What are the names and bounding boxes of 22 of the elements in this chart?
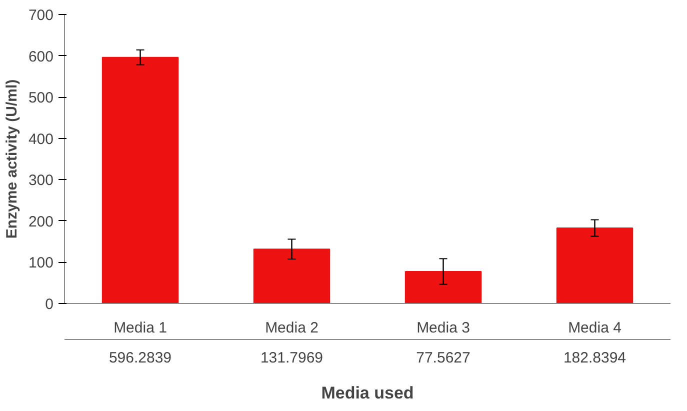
y-axis-title: Enzyme activity (U/ml) [3, 79, 20, 239]
y-tick-label: 200 [28, 213, 54, 230]
x-axis-title: Media used [321, 384, 414, 402]
y-tick-label: 300 [28, 172, 54, 190]
x-tick-label: Media 3 [416, 320, 470, 336]
y-tick-label: 0 [45, 296, 54, 313]
bar [102, 56, 179, 304]
data-label: 77.5627 [416, 350, 470, 366]
bar [253, 248, 330, 304]
y-tick-label: 600 [28, 48, 54, 66]
data-label: 131.7969 [260, 350, 324, 366]
bar [556, 228, 634, 304]
x-tick-label: Media 1 [114, 320, 167, 336]
x-tick-label: Media 4 [568, 320, 622, 336]
y-tick-label: 100 [28, 254, 54, 272]
y-tick-label: 700 [28, 7, 54, 24]
data-label: 596.2839 [108, 350, 172, 366]
y-tick-label: 400 [28, 130, 54, 148]
data-label: 182.8394 [563, 350, 626, 366]
y-tick-label: 500 [28, 90, 54, 107]
bar [404, 270, 482, 304]
x-tick-label: Media 2 [265, 320, 318, 336]
